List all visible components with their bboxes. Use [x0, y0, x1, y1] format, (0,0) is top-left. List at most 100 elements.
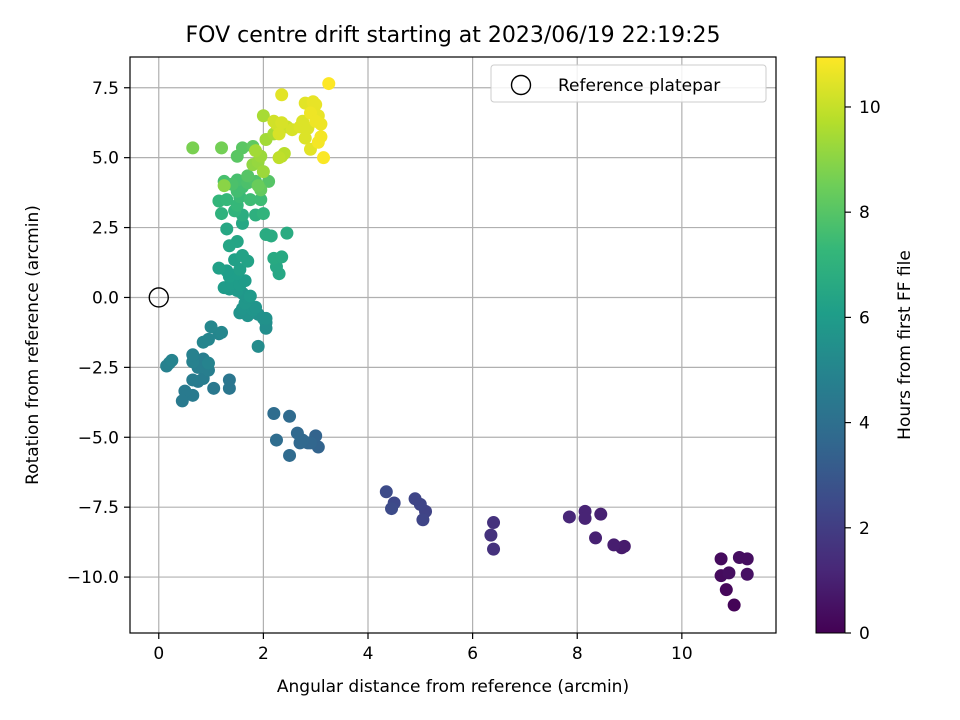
x-tick-label: 10	[671, 644, 693, 664]
data-point	[275, 116, 289, 130]
y-tick-label: −7.5	[78, 498, 119, 518]
data-point	[222, 239, 236, 253]
data-point	[175, 394, 189, 408]
data-point	[178, 384, 192, 398]
data-point	[254, 193, 268, 207]
data-point	[280, 226, 294, 240]
data-points	[160, 77, 754, 612]
data-point	[487, 516, 501, 530]
y-tick-label: −10.0	[67, 568, 119, 588]
data-point	[201, 332, 215, 346]
data-point	[607, 538, 621, 552]
data-point	[264, 229, 278, 243]
data-point	[186, 141, 200, 155]
data-point	[217, 179, 231, 193]
x-tick-label: 0	[153, 644, 164, 664]
data-point	[317, 151, 331, 165]
data-point	[256, 207, 270, 221]
data-point	[220, 193, 234, 207]
data-point	[408, 492, 422, 506]
colorbar-tick-label: 2	[859, 519, 870, 539]
data-point	[722, 566, 736, 580]
legend-box	[490, 64, 767, 103]
data-point	[267, 407, 281, 421]
colorbar-ticks: 0 2 4 6 8 10	[845, 98, 881, 644]
legend: Reference platepar	[490, 64, 767, 103]
data-point	[212, 261, 226, 275]
data-point	[322, 77, 336, 91]
data-point	[293, 436, 307, 450]
data-point	[241, 254, 255, 268]
data-point	[589, 531, 603, 545]
data-point	[714, 552, 728, 566]
colorbar-label: Hours from first FF file	[895, 250, 915, 440]
y-tick-label: 2.5	[92, 219, 119, 239]
data-point	[256, 165, 270, 179]
data-point	[207, 381, 221, 395]
data-point	[487, 542, 501, 556]
data-point	[256, 109, 270, 123]
data-point	[220, 222, 234, 236]
colorbar-tick-label: 6	[859, 308, 870, 328]
data-point	[262, 174, 276, 188]
data-point	[272, 127, 286, 141]
data-point	[235, 141, 249, 155]
data-point	[290, 426, 304, 440]
y-tick-label: 0.0	[92, 288, 119, 308]
legend-label-reference: Reference platepar	[558, 76, 720, 96]
data-point	[186, 373, 200, 387]
y-axis-label: Rotation from reference (arcmin)	[23, 205, 43, 485]
data-point	[215, 141, 229, 155]
x-tick-label: 6	[467, 644, 478, 664]
data-point	[275, 250, 289, 264]
y-tick-label: 7.5	[92, 79, 119, 99]
data-point	[594, 507, 608, 521]
grid-lines	[130, 57, 776, 633]
data-point	[385, 502, 399, 516]
x-axis-label: Angular distance from reference (arcmin)	[277, 677, 629, 697]
data-point	[251, 179, 265, 193]
y-tick-label: −2.5	[78, 358, 119, 378]
colorbar-gradient	[815, 56, 846, 634]
data-point	[269, 433, 283, 447]
data-point	[719, 583, 733, 597]
x-axis-ticks: 0 2 4 6 8 10	[153, 633, 693, 664]
data-point	[298, 131, 312, 145]
data-point	[314, 117, 328, 131]
y-axis-ticks: −10.0 −7.5 −5.0 −2.5 0.0 2.5 5.0 7.5	[67, 79, 130, 588]
data-point	[186, 348, 200, 362]
data-point	[562, 510, 576, 524]
data-point	[243, 289, 257, 303]
data-point	[215, 325, 229, 339]
data-point	[283, 448, 297, 462]
plot-frame	[129, 56, 777, 634]
reference-point	[148, 287, 169, 308]
x-tick-label: 4	[363, 644, 374, 664]
x-tick-label: 2	[258, 644, 269, 664]
legend-reference-marker	[510, 74, 532, 96]
data-point	[283, 409, 297, 423]
data-point	[243, 193, 257, 207]
y-tick-label: −5.0	[78, 428, 119, 448]
data-point	[740, 552, 754, 566]
colorbar-tick-label: 4	[859, 414, 870, 434]
data-point	[165, 353, 179, 367]
colorbar: 0 2 4 6 8 10 Hours from first FF file	[815, 56, 915, 644]
data-point	[222, 373, 236, 387]
data-point	[215, 207, 229, 221]
data-point	[249, 144, 263, 158]
data-point	[249, 300, 263, 314]
data-point	[275, 88, 289, 102]
x-tick-label: 8	[572, 644, 583, 664]
data-point	[727, 598, 741, 612]
data-point	[311, 135, 325, 149]
reference-marker	[148, 287, 169, 308]
data-point	[578, 511, 592, 525]
data-point	[740, 567, 754, 581]
chart-title: FOV centre drift starting at 2023/06/19 …	[186, 23, 721, 48]
data-point	[484, 528, 498, 542]
colorbar-tick-label: 0	[859, 624, 870, 644]
data-point	[204, 320, 218, 334]
data-point	[251, 339, 265, 353]
